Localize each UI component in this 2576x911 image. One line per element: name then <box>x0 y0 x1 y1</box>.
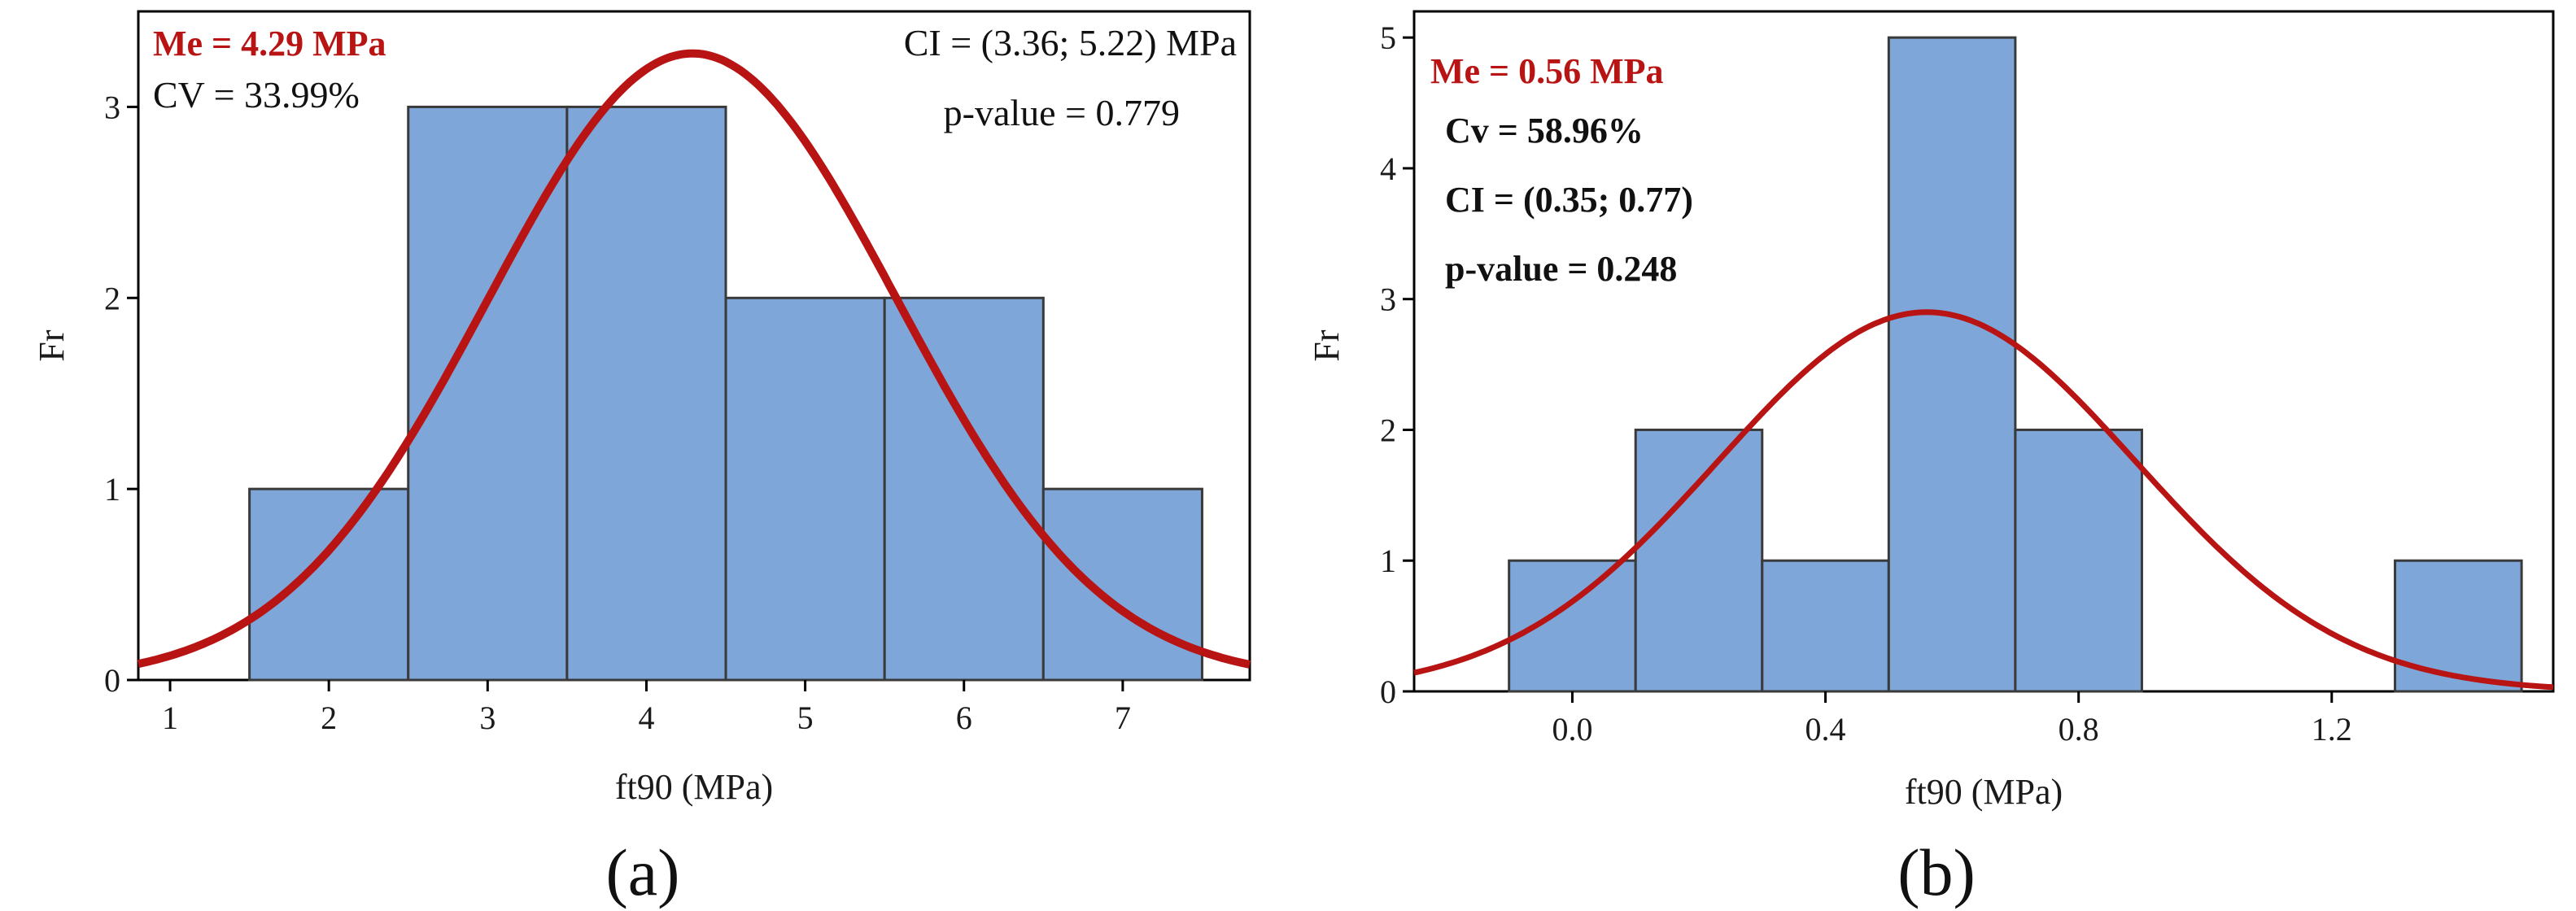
chart-b-y-axis-label: Fr <box>1307 329 1347 361</box>
chart-b-y-tick-label: 4 <box>1380 150 1396 187</box>
chart-b-fit-curve <box>1413 309 2554 691</box>
chart-a-x-tick-label: 1 <box>162 700 178 736</box>
chart-a-mean-annotation: Me = 4.29 MPa <box>153 24 386 63</box>
chart-a-y-tick-label: 0 <box>104 662 120 699</box>
chart-a-x-tick-label: 6 <box>956 700 972 736</box>
chart-a-bar-3 <box>724 296 886 682</box>
chart-a-fit-curve <box>137 49 1251 669</box>
chart-a-x-tick-label: 5 <box>797 700 814 736</box>
chart-b-x-tick-label: 0.8 <box>2059 711 2099 748</box>
chart-a-bar-5 <box>1041 487 1203 682</box>
chart-b-y-tick-label: 3 <box>1380 281 1396 318</box>
chart-b-bar-0 <box>1508 559 1637 693</box>
chart-b-ci-annotation: CI = (0.35; 0.77) <box>1445 180 1693 220</box>
chart-a-p-annotation: p-value = 0.779 <box>944 92 1180 133</box>
chart-b-y-tick-label: 0 <box>1380 673 1396 710</box>
chart-b-y-tick-label: 5 <box>1380 20 1396 56</box>
chart-b-y-tick-label: 1 <box>1380 543 1396 579</box>
chart-b-bar-3 <box>1887 36 2017 693</box>
chart-b-x-tick-label: 1.2 <box>2312 711 2352 748</box>
chart-a-panel-label: (a) <box>605 835 679 909</box>
chart-a-bar-4 <box>883 296 1045 682</box>
chart-b-mean-annotation: Me = 0.56 MPa <box>1430 51 1664 91</box>
chart-b: 0.0 0.4 0.8 1.2 0 1 2 3 4 5 Me = 0.56 MPa Cv = 5… <box>1307 10 2555 909</box>
chart-b-y-tick-label: 2 <box>1380 412 1396 448</box>
chart-a-y-axis-label: Fr <box>32 329 72 361</box>
chart-a: 1 2 3 4 5 6 7 0 1 2 3 Me = 4.29 MPa CV = 33.99% C… <box>32 10 1251 909</box>
chart-b-bar-5 <box>2394 559 2523 693</box>
chart-a-x-axis-label: ft90 (MPa) <box>615 767 773 807</box>
chart-a-y-tick-label: 2 <box>104 280 120 316</box>
chart-b-x-axis-label: ft90 (MPa) <box>1905 772 2063 812</box>
chart-a-bar-0 <box>248 487 410 682</box>
chart-b-x-tick-label: 0.0 <box>1552 711 1592 748</box>
chart-a-x-tick-label: 2 <box>321 700 337 736</box>
chart-a-cv-annotation: CV = 33.99% <box>153 74 360 116</box>
chart-b-cv-annotation: Cv = 58.96% <box>1445 111 1644 150</box>
chart-a-ci-annotation: CI = (3.36; 5.22) MPa <box>904 22 1237 63</box>
chart-a-x-tick-label: 7 <box>1115 700 1131 736</box>
chart-b-x-tick-label: 0.4 <box>1805 711 1846 748</box>
chart-b-bar-2 <box>1761 559 1890 693</box>
chart-b-bar-4 <box>2014 428 2143 693</box>
chart-a-bar-2 <box>565 105 727 682</box>
chart-a-y-tick-label: 1 <box>104 471 120 508</box>
chart-a-x-tick-label: 4 <box>638 700 654 736</box>
chart-a-y-tick-label: 3 <box>104 89 120 125</box>
chart-b-bar-1 <box>1634 428 1764 693</box>
chart-b-p-annotation: p-value = 0.248 <box>1445 249 1677 289</box>
chart-a-x-tick-label: 3 <box>479 700 496 736</box>
chart-b-panel-label: (b) <box>1897 835 1976 909</box>
